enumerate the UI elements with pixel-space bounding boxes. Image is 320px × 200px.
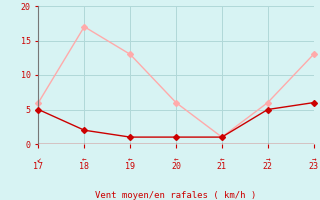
Text: ←: ←	[174, 155, 178, 164]
Text: →: →	[265, 155, 270, 164]
Text: ←: ←	[220, 155, 224, 164]
X-axis label: Vent moyen/en rafales ( km/h ): Vent moyen/en rafales ( km/h )	[95, 190, 257, 199]
Text: ←: ←	[128, 155, 132, 164]
Text: →: →	[311, 155, 316, 164]
Text: ←: ←	[82, 155, 87, 164]
Text: ↙: ↙	[36, 155, 41, 164]
